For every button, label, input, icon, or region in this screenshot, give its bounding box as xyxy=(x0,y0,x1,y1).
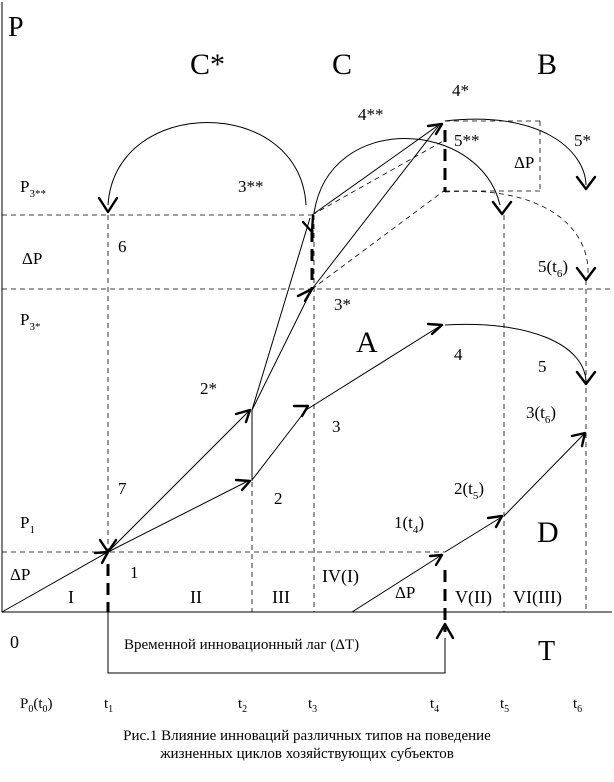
p3star-label: P3* xyxy=(20,310,40,333)
tick-p0: P0(t0) xyxy=(20,696,53,715)
point-2star: 2* xyxy=(200,379,217,398)
arrowhead-7 xyxy=(98,538,118,554)
tick-t2: t2 xyxy=(238,696,247,715)
arrowhead-4 xyxy=(426,322,444,336)
line-2t5-to-3t6 xyxy=(503,433,585,517)
phase-4: IV(I) xyxy=(322,566,359,587)
point-1t4: 1(t4) xyxy=(394,513,424,536)
arrowhead-6 xyxy=(97,196,119,214)
origin-label: 0 xyxy=(10,632,19,652)
line-2-to-3 xyxy=(251,409,307,481)
point-2: 2 xyxy=(274,489,283,508)
arrowhead-5 xyxy=(575,370,597,386)
line-d-start xyxy=(351,555,441,613)
delta-p-left-bottom: ΔP xyxy=(10,565,30,584)
phase-6: VI(III) xyxy=(513,587,562,608)
lag-bracket xyxy=(107,612,446,674)
quadrant-a: A xyxy=(356,326,378,359)
lag-arrowhead xyxy=(435,622,455,640)
line-2star-to-3star xyxy=(251,288,313,411)
delta-p-right: ΔP xyxy=(514,153,534,172)
caption-line-2: жизненных циклов хозяйствующих субъектов xyxy=(160,746,454,762)
phase-1: I xyxy=(68,587,74,607)
point-3star: 3* xyxy=(334,295,351,314)
point-5star: 5* xyxy=(574,131,591,150)
tick-t1: t1 xyxy=(104,696,113,715)
point-6: 6 xyxy=(118,237,127,256)
arc-4-to-5 xyxy=(444,323,587,383)
line-1-to-2star xyxy=(107,411,249,553)
phase-3: III xyxy=(272,587,290,607)
point-3t6: 3(t6) xyxy=(526,403,556,426)
p3dstar-label: P3** xyxy=(20,177,46,200)
line-2star-to-3dstar xyxy=(251,217,311,411)
quadrant-c-star: C* xyxy=(190,48,225,81)
arrowhead-1t4 xyxy=(428,553,444,567)
point-3: 3 xyxy=(332,417,341,436)
point-3dstar: 3** xyxy=(238,177,264,196)
tick-t5: t5 xyxy=(500,696,509,715)
point-5: 5 xyxy=(538,357,547,376)
quadrant-d: D xyxy=(537,516,559,549)
arrowhead-4star xyxy=(426,122,444,136)
point-7: 7 xyxy=(118,479,127,498)
caption-line-1: Рис.1 Влияние инноваций различных типов … xyxy=(123,728,491,744)
quadrant-c: C xyxy=(332,48,352,81)
dash-arc-5-to-5t6 xyxy=(444,190,589,276)
delta-p-left-top: ΔP xyxy=(22,249,42,268)
phase-2: II xyxy=(190,587,202,607)
phase-5: V(II) xyxy=(455,587,492,608)
arc-3dstar-to-5ss xyxy=(313,138,501,214)
arrowhead-3t6 xyxy=(570,431,587,448)
arc-4star-to-5star xyxy=(444,118,587,186)
delta-p-bottom: ΔP xyxy=(395,583,415,602)
curve-base-line xyxy=(1,480,249,613)
point-5dstar: 5** xyxy=(454,131,480,150)
lag-label: Временной инновационный лаг (ΔT) xyxy=(124,637,359,653)
arrowhead-2t5 xyxy=(486,514,504,529)
point-2t5: 2(t5) xyxy=(454,479,484,502)
point-1: 1 xyxy=(130,563,139,582)
dash-3dstar-to-4 xyxy=(311,139,446,216)
quadrant-b: B xyxy=(537,48,557,81)
arrowhead-5ss xyxy=(491,200,513,216)
arrowhead-3star xyxy=(296,287,314,303)
line-3dstar-to-4star xyxy=(311,123,441,216)
tick-t4: t4 xyxy=(430,696,439,715)
tick-t6: t6 xyxy=(573,696,582,715)
x-axis-label: T xyxy=(538,636,555,667)
arc-3dstar-to-6 xyxy=(107,122,307,206)
point-5t6: 5(t6) xyxy=(538,257,568,280)
dash-3star-to-5t6 xyxy=(311,189,446,290)
line-3star-to-4star xyxy=(311,123,441,290)
line-3-to-4 xyxy=(305,325,441,411)
p1-label: P1 xyxy=(20,513,35,536)
figure-caption: Рис.1 Влияние инноваций различных типов … xyxy=(0,727,614,763)
arrowhead-2star xyxy=(234,408,252,424)
arrowhead-1 xyxy=(93,550,110,565)
arrowhead-5star xyxy=(575,175,597,191)
y-axis-label: P xyxy=(8,12,24,43)
arrowhead-2 xyxy=(234,478,252,492)
arrowhead-3 xyxy=(292,404,310,418)
arrowhead-5t6 xyxy=(575,266,597,282)
arrowhead-3dstar xyxy=(301,214,315,234)
line-1t4-to-2t5 xyxy=(444,517,501,553)
point-4star: 4* xyxy=(452,81,469,100)
tick-t3: t3 xyxy=(308,696,317,715)
point-4dstar: 4** xyxy=(358,105,384,124)
point-4: 4 xyxy=(454,345,463,364)
